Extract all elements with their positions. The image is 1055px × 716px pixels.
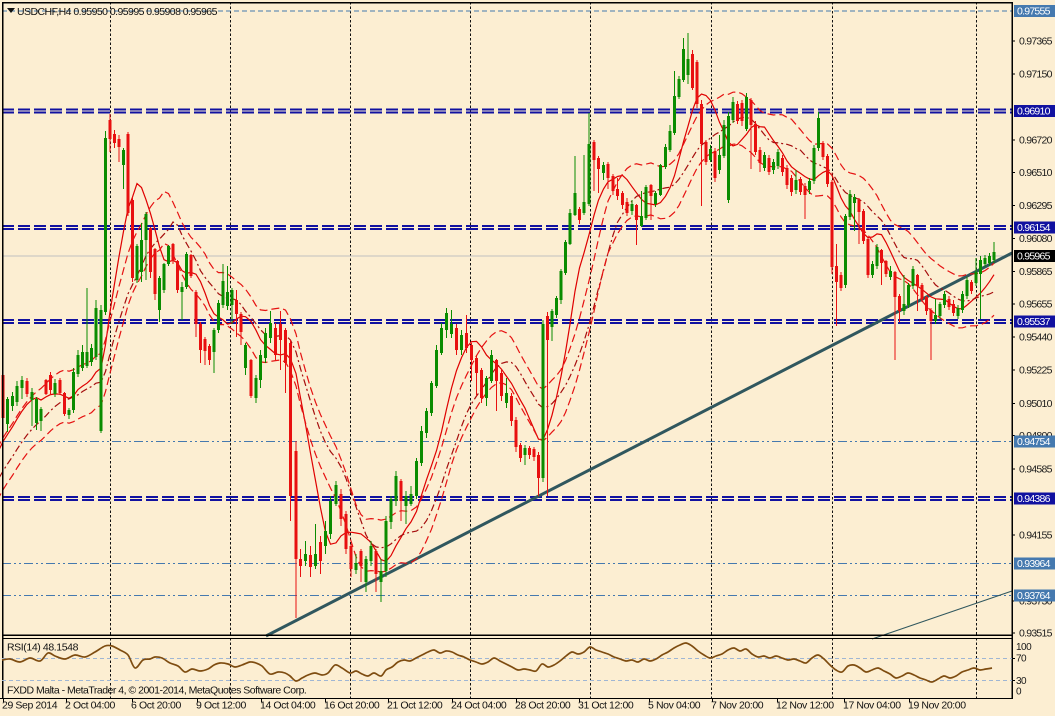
svg-text:0.95010: 0.95010 — [1019, 398, 1053, 410]
svg-text:0: 0 — [1016, 687, 1022, 698]
svg-text:17 Nov 04:00: 17 Nov 04:00 — [843, 700, 901, 712]
svg-text:0.94585: 0.94585 — [1019, 464, 1053, 476]
svg-text:24 Oct 04:00: 24 Oct 04:00 — [451, 700, 507, 712]
svg-text:0.96910: 0.96910 — [1017, 106, 1051, 118]
svg-text:0.96720: 0.96720 — [1019, 135, 1053, 147]
svg-text:28 Oct 20:00: 28 Oct 20:00 — [515, 700, 571, 712]
svg-text:0.94155: 0.94155 — [1019, 530, 1053, 542]
svg-text:0.96080: 0.96080 — [1019, 233, 1053, 245]
svg-text:USDCHF,H4 0.95950 0.95995 0.95: USDCHF,H4 0.95950 0.95995 0.95908 0.9596… — [17, 6, 218, 18]
svg-text:12 Nov 12:00: 12 Nov 12:00 — [776, 700, 834, 712]
svg-text:0.96295: 0.96295 — [1019, 200, 1053, 212]
svg-text:0.97150: 0.97150 — [1019, 69, 1053, 81]
svg-text:29 Sep 2014: 29 Sep 2014 — [2, 700, 58, 712]
svg-text:6 Oct 20:00: 6 Oct 20:00 — [131, 700, 181, 712]
svg-text:0.95537: 0.95537 — [1017, 316, 1051, 328]
svg-text:0.95965: 0.95965 — [1017, 251, 1051, 263]
svg-text:0.97555: 0.97555 — [1017, 6, 1051, 18]
svg-text:2 Oct 04:00: 2 Oct 04:00 — [65, 700, 115, 712]
svg-text:30: 30 — [1016, 676, 1027, 687]
svg-text:14 Oct 04:00: 14 Oct 04:00 — [260, 700, 316, 712]
svg-text:0.97365: 0.97365 — [1019, 36, 1053, 48]
svg-text:0.93764: 0.93764 — [1017, 590, 1051, 602]
svg-text:100: 100 — [1016, 642, 1032, 653]
svg-text:0.95865: 0.95865 — [1019, 266, 1053, 278]
svg-text:5 Nov 04:00: 5 Nov 04:00 — [648, 700, 701, 712]
svg-text:0.95225: 0.95225 — [1019, 365, 1053, 377]
svg-text:0.95655: 0.95655 — [1019, 299, 1053, 311]
svg-text:19 Nov 20:00: 19 Nov 20:00 — [908, 700, 966, 712]
svg-text:RSI(14) 48.1548: RSI(14) 48.1548 — [7, 642, 79, 654]
svg-text:0.96154: 0.96154 — [1017, 222, 1051, 234]
svg-text:FXDD Malta - MetaTrader 4, © 2: FXDD Malta - MetaTrader 4, © 2001-2014, … — [7, 685, 306, 697]
svg-text:0.96510: 0.96510 — [1019, 167, 1053, 179]
svg-text:9 Oct 12:00: 9 Oct 12:00 — [196, 700, 246, 712]
svg-text:0.94386: 0.94386 — [1017, 493, 1051, 505]
svg-text:16 Oct 20:00: 16 Oct 20:00 — [324, 700, 380, 712]
svg-text:21 Oct 12:00: 21 Oct 12:00 — [387, 700, 443, 712]
svg-text:7 Nov 20:00: 7 Nov 20:00 — [711, 700, 764, 712]
svg-text:0.95440: 0.95440 — [1019, 332, 1053, 344]
svg-text:31 Oct 12:00: 31 Oct 12:00 — [578, 700, 634, 712]
svg-text:0.94754: 0.94754 — [1017, 436, 1051, 448]
svg-text:0.93964: 0.93964 — [1017, 558, 1051, 570]
svg-text:70: 70 — [1016, 654, 1027, 665]
svg-text:0.93515: 0.93515 — [1019, 628, 1053, 640]
